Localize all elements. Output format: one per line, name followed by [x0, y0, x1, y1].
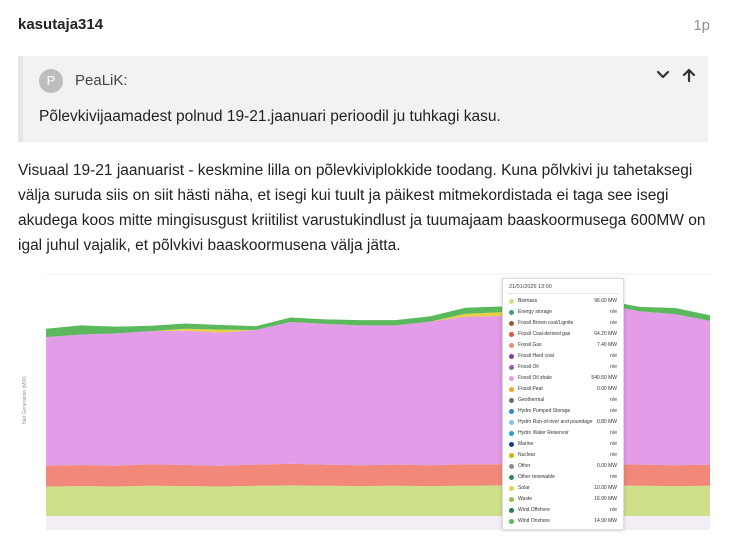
tooltip-series-name: Other renewable [518, 474, 555, 480]
legend-dot [509, 343, 514, 348]
tooltip-row: Fossil Brown coal/Lignite n/e [509, 319, 617, 329]
legend-dot [509, 321, 514, 326]
tooltip-series-value: n/e [610, 353, 617, 359]
tooltip-series-value: n/e [610, 309, 617, 315]
tooltip-row: Geothermal n/e [509, 396, 617, 406]
tooltip-series-name: Energy storage [518, 309, 552, 315]
legend-dot [509, 354, 514, 359]
tooltip-row: Fossil Gas 7.40 MW [509, 341, 617, 351]
legend-dot [509, 431, 514, 436]
tooltip-row: Solar 10.00 MW [509, 484, 617, 494]
tooltip-series-name: Hydro Water Reservoir [518, 430, 569, 436]
tooltip-row: Fossil Oil shale 540.50 MW [509, 374, 617, 384]
tooltip-series-value: 540.50 MW [591, 375, 617, 381]
tooltip-row: Hydro Water Reservoir n/e [509, 429, 617, 439]
post-username[interactable]: kasutaja314 [18, 16, 104, 33]
tooltip-divider [507, 293, 619, 294]
legend-dot [509, 365, 514, 370]
tooltip-series-value: 14.90 MW [594, 518, 617, 524]
generation-chart[interactable]: Net Generation (MW) 21/01/2026 13:00 Bio… [20, 270, 712, 532]
post-timestamp[interactable]: 1p [693, 17, 710, 34]
quote-block: P PeaLiK: Põlevkivijaamadest polnud 19-2… [18, 56, 708, 142]
legend-dot [509, 453, 514, 458]
tooltip-series-value: n/e [610, 364, 617, 370]
tooltip-series-name: Fossil Hard coal [518, 353, 554, 359]
tooltip-series-value: n/e [610, 397, 617, 403]
tooltip-series-name: Wind Onshore [518, 518, 550, 524]
tooltip-series-name: Hydro Pumped Storage [518, 408, 571, 414]
tooltip-series-value: n/e [610, 474, 617, 480]
tooltip-series-name: Fossil Coal-derived gas [518, 331, 571, 337]
tooltip-date: 21/01/2026 13:00 [509, 284, 552, 290]
legend-dot [509, 332, 514, 337]
legend-dot [509, 486, 514, 491]
tooltip-series-value: 0.00 MW [596, 463, 617, 469]
tooltip-series-value: 7.40 MW [596, 342, 617, 348]
legend-dot [509, 310, 514, 315]
chevron-down-icon[interactable] [656, 68, 670, 87]
tooltip-series-value: 0.00 MW [596, 386, 617, 392]
tooltip-series-value: n/e [610, 320, 617, 326]
tooltip-row: Fossil Oil n/e [509, 363, 617, 373]
tooltip-row: Fossil Hard coal n/e [509, 352, 617, 362]
tooltip-row: Waste 16.90 MW [509, 495, 617, 505]
tooltip-series-value: 64.20 MW [594, 331, 617, 337]
tooltip-series-name: Wind Offshore [518, 507, 550, 513]
quote-text: Põlevkivijaamadest polnud 19-21.jaanuari… [39, 108, 501, 125]
post-body-text: Visuaal 19-21 jaanuarist - keskmine lill… [18, 162, 706, 254]
legend-dot [509, 442, 514, 447]
avatar[interactable]: P [39, 69, 63, 93]
tooltip-series-name: Biomass [518, 298, 538, 304]
tooltip-row: Fossil Peat 0.00 MW [509, 385, 617, 395]
y-axis-label: Net Generation (MW) [22, 376, 28, 424]
tooltip-row: Other renewable n/e [509, 473, 617, 483]
tooltip-row: Marine n/e [509, 440, 617, 450]
tooltip-series-value: n/e [610, 430, 617, 436]
tooltip-series-name: Nuclear [518, 452, 536, 458]
tooltip-series-name: Other [518, 463, 531, 469]
tooltip-row: Hydro Pumped Storage n/e [509, 407, 617, 417]
tooltip-series-name: Fossil Oil [518, 364, 539, 370]
legend-dot [509, 398, 514, 403]
tooltip-series-value: n/e [610, 507, 617, 513]
tooltip-row: Wind Offshore n/e [509, 506, 617, 516]
legend-dot [509, 376, 514, 381]
legend-dot [509, 409, 514, 414]
tooltip-series-value: 96.60 MW [594, 298, 617, 304]
tooltip-series-name: Fossil Oil shale [518, 375, 552, 381]
legend-dot [509, 497, 514, 502]
tooltip-series-value: 10.00 MW [594, 485, 617, 491]
tooltip-series-name: Solar [518, 485, 530, 491]
tooltip-row: Other 0.00 MW [509, 462, 617, 472]
post-header: kasutaja314 1p [18, 14, 710, 38]
tooltip-series-name: Fossil Gas [518, 342, 542, 348]
tooltip-series-value: n/e [610, 441, 617, 447]
quote-author: PeaLiK: [75, 72, 128, 89]
tooltip-series-value: n/e [610, 408, 617, 414]
tooltip-row: Hydro Run-of-river and poundage 0.80 MW [509, 418, 617, 428]
chart-tooltip: 21/01/2026 13:00 Biomass 96.60 MW Energy s… [502, 278, 624, 530]
tooltip-row: Energy storage n/e [509, 308, 617, 318]
tooltip-series-value: 16.90 MW [594, 496, 617, 502]
tooltip-series-value: n/e [610, 452, 617, 458]
tooltip-series-value: 0.80 MW [596, 419, 617, 425]
legend-dot [509, 508, 514, 513]
arrow-up-icon[interactable] [682, 68, 696, 87]
tooltip-series-name: Waste [518, 496, 532, 502]
legend-dot [509, 420, 514, 425]
tooltip-series-name: Geothermal [518, 397, 545, 403]
tooltip-row: Fossil Coal-derived gas 64.20 MW [509, 330, 617, 340]
tooltip-series-name: Hydro Run-of-river and poundage [518, 419, 593, 425]
legend-dot [509, 387, 514, 392]
legend-dot [509, 475, 514, 480]
legend-dot [509, 299, 514, 304]
tooltip-series-name: Fossil Peat [518, 386, 543, 392]
tooltip-row: Wind Onshore 14.90 MW [509, 517, 617, 527]
tooltip-row: Nuclear n/e [509, 451, 617, 461]
tooltip-series-name: Marine [518, 441, 534, 447]
legend-dot [509, 519, 514, 524]
tooltip-row: Biomass 96.60 MW [509, 297, 617, 307]
legend-dot [509, 464, 514, 469]
tooltip-series-name: Fossil Brown coal/Lignite [518, 320, 574, 326]
